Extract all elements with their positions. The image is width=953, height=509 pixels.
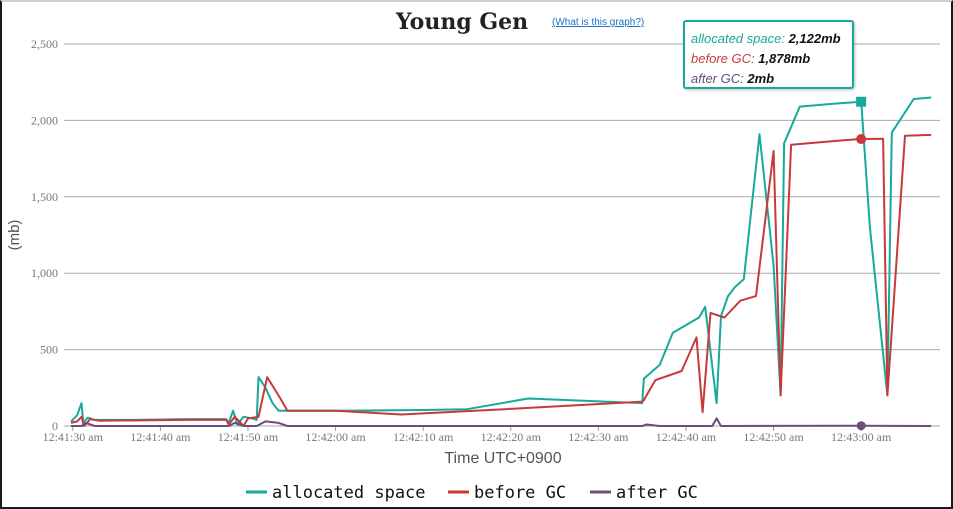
marker-after-gc [856,421,866,431]
x-tick-label: 12:41:50 am [218,430,279,444]
what-is-this-graph-link[interactable]: (What is this graph?) [552,17,644,28]
y-tick-label: 2,500 [31,37,58,51]
x-tick-label: 12:42:40 am [656,430,717,444]
marker-before-gc [856,134,867,145]
hover-tooltip: allocated space: 2,122mb before GC: 1,878… [683,20,854,89]
tooltip-label: after GC: [691,71,748,86]
series-line-allocated-space [70,96,932,426]
tooltip-value: 2mb [747,71,775,86]
tooltip-row: after GC: 2mb [691,69,846,89]
tooltip-row: before GC: 1,878mb [691,49,846,69]
tooltip-value: 1,878mb [758,51,811,66]
y-tick-label: 1,500 [31,190,58,204]
x-tick-label: 12:43:00 am [831,430,892,444]
x-tick-label: 12:41:30 am [43,430,104,444]
chart-title: Young Gen [395,9,528,35]
series-line-after-GC [71,417,932,427]
grid: 0 500 1,000 1,500 2,000 2,500 12:41:30 am 12:41… [31,37,940,444]
x-tick-label: 12:42:10 am [393,430,454,444]
y-tick-label: 1,000 [31,266,58,280]
legend-item-allocated-space[interactable]: allocated space [246,483,426,503]
x-tick-label: 12:41:40 am [130,430,191,444]
y-tick-label: 0 [52,419,58,433]
marker-allocated-space [856,96,867,107]
tooltip-value: 2,122mb [788,31,841,46]
y-tick-label: 500 [40,343,58,357]
series-lines [70,96,932,427]
legend-label: after GC [616,483,698,503]
legend-item-after-GC[interactable]: after GC [590,483,698,503]
tooltip-row: allocated space: 2,122mb [691,29,846,49]
series-line-before-GC [70,133,932,427]
legend: allocated space before GC after GC [246,483,698,503]
x-tick-label: 12:42:30 am [568,430,629,444]
tooltip-label: before GC: [691,51,759,66]
legend-item-before-GC[interactable]: before GC [448,483,566,503]
x-tick-label: 12:42:20 am [481,430,542,444]
x-axis-label: Time UTC+0900 [444,450,561,467]
legend-label: before GC [474,483,566,503]
legend-label: allocated space [272,483,426,503]
x-tick-label: 12:42:50 am [743,430,804,444]
tooltip-label: allocated space: [691,31,789,46]
y-tick-label: 2,000 [31,113,58,127]
y-axis-label: (mb) [6,220,23,251]
x-tick-label: 12:42:00 am [305,430,366,444]
hover-markers [856,96,867,431]
